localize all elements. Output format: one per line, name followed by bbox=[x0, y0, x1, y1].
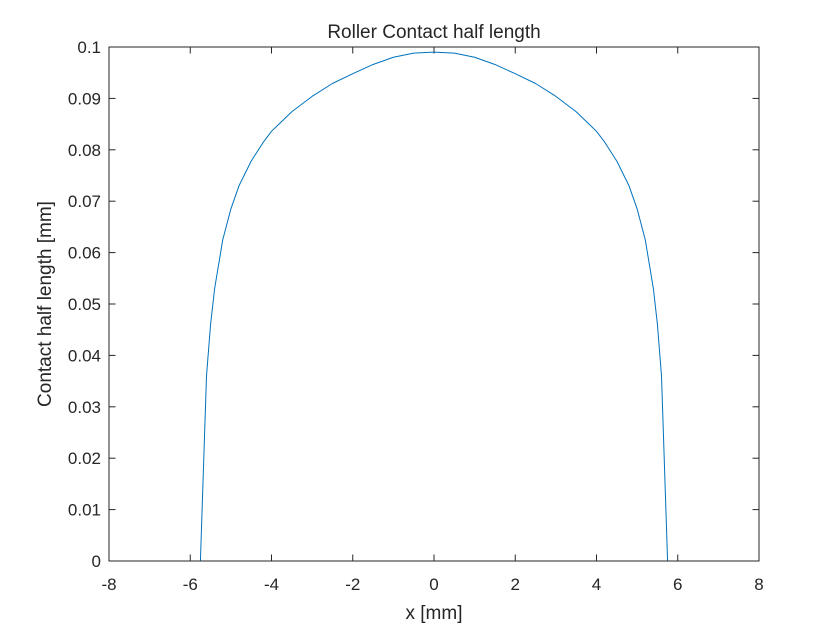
chart-title: Roller Contact half length bbox=[327, 22, 540, 43]
x-tick-label: 8 bbox=[754, 575, 763, 594]
plot-area bbox=[109, 47, 759, 561]
y-tick-label: 0.01 bbox=[68, 501, 101, 520]
x-tick-label: -4 bbox=[264, 575, 279, 594]
x-tick-label: 6 bbox=[673, 575, 682, 594]
x-tick-label: -2 bbox=[345, 575, 360, 594]
series-line bbox=[180, 51, 688, 562]
x-axis-title: x [mm] bbox=[406, 603, 463, 624]
y-tick-label: 0.1 bbox=[77, 38, 101, 57]
y-tick-label: 0.06 bbox=[68, 244, 101, 263]
y-tick-label: 0.09 bbox=[68, 89, 101, 108]
data-series bbox=[180, 51, 688, 562]
axes-box bbox=[108, 46, 760, 562]
x-tick-label: -8 bbox=[101, 575, 116, 594]
y-tick-label: 0 bbox=[92, 552, 101, 571]
y-tick-label: 0.03 bbox=[68, 398, 101, 417]
x-tick-label: -6 bbox=[183, 575, 198, 594]
y-tick-label: 0.04 bbox=[68, 346, 101, 365]
x-tick-label: 4 bbox=[592, 575, 601, 594]
y-tick-label: 0.05 bbox=[68, 295, 101, 314]
x-tick-label: 2 bbox=[511, 575, 520, 594]
y-tick-label: 0.07 bbox=[68, 192, 101, 211]
y-tick-label: 0.08 bbox=[68, 141, 101, 160]
x-tick-label: 0 bbox=[429, 575, 438, 594]
y-tick-label: 0.02 bbox=[68, 449, 101, 468]
axis-tick-labels: -8 -6 -4 -2 0 2 4 6 8 0 0.01 0.02 0.03 0.04 0.05 0.06 0.… bbox=[68, 38, 764, 594]
y-axis-title: Contact half length [mm] bbox=[35, 201, 56, 407]
